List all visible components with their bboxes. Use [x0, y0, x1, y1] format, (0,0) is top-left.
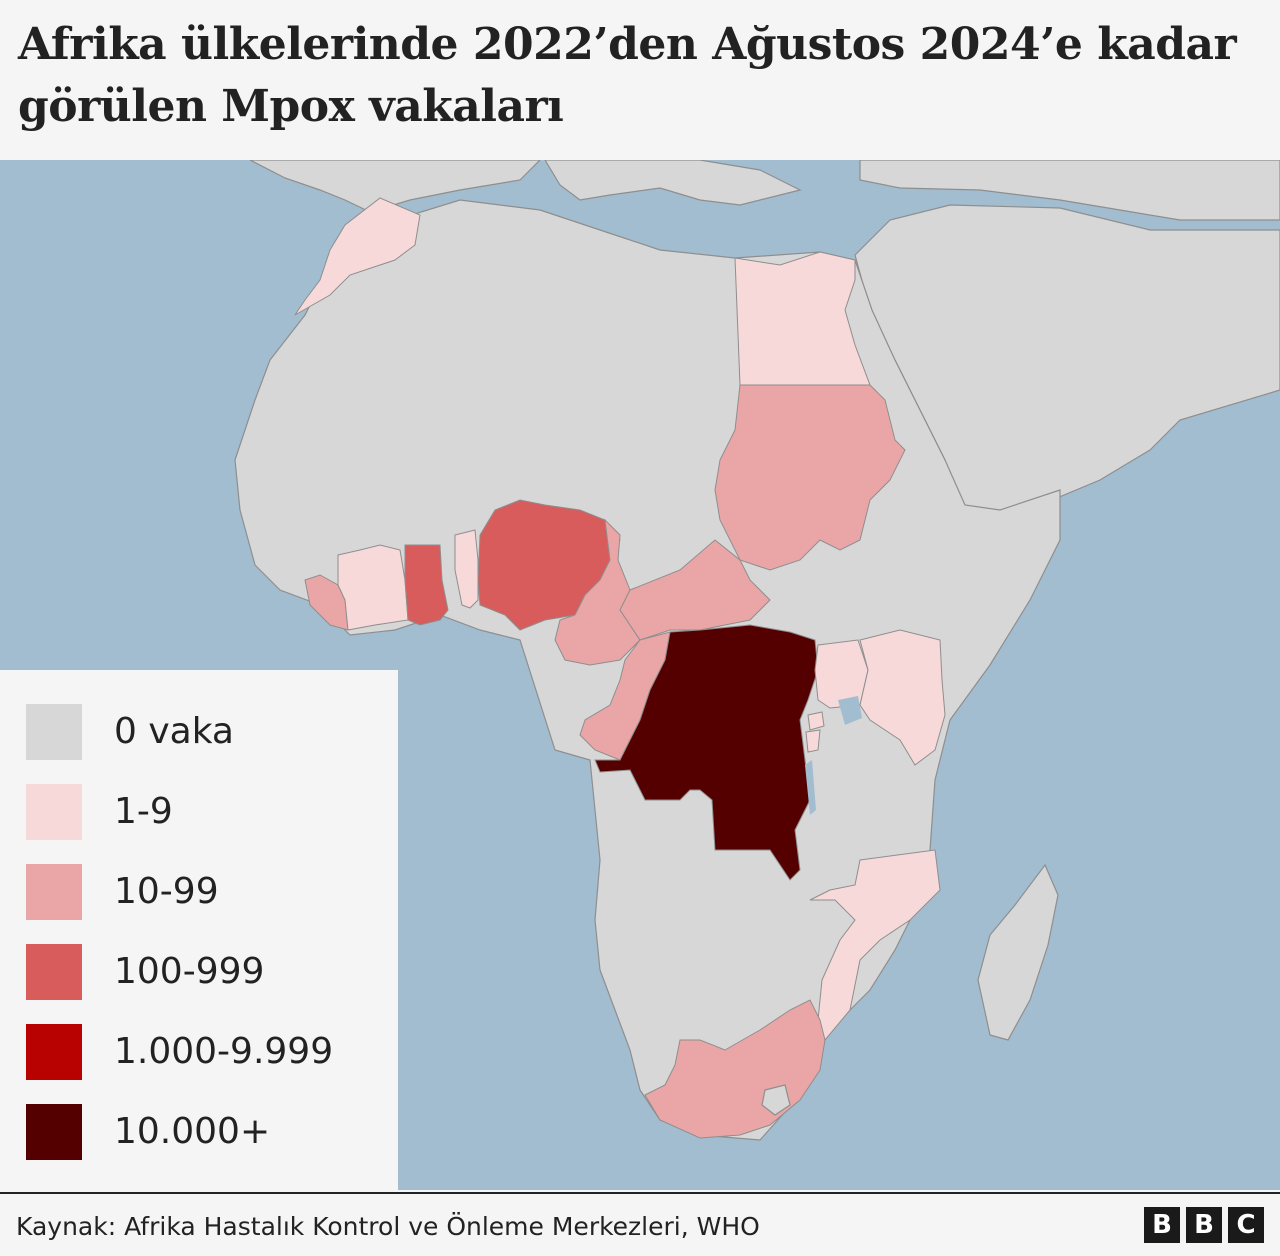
legend-item: 1.000-9.999	[26, 1024, 386, 1080]
legend-swatch	[26, 864, 82, 920]
page-title: Afrika ülkelerinde 2022’den Ağustos 2024…	[18, 19, 1237, 132]
legend-label: 100-999	[114, 951, 265, 992]
legend-label: 1.000-9.999	[114, 1031, 334, 1072]
country-rwanda	[807, 711, 825, 731]
country-sudan	[714, 384, 906, 571]
legend-swatch	[26, 1104, 82, 1160]
legend-swatch	[26, 944, 82, 1000]
legend-swatch	[26, 784, 82, 840]
footer-divider	[0, 1192, 1280, 1194]
bbc-logo-block: B	[1186, 1207, 1222, 1243]
countries	[294, 197, 946, 1139]
source-note: Kaynak: Afrika Hastalık Kontrol ve Önlem…	[16, 1212, 760, 1241]
lake-victoria	[838, 696, 862, 725]
land-italy-balkans	[544, 160, 802, 206]
legend-swatch	[26, 1024, 82, 1080]
bbc-logo-block: C	[1228, 1207, 1264, 1243]
legend-item: 0 vaka	[26, 704, 386, 760]
legend-item: 10-99	[26, 864, 386, 920]
legend-item: 100-999	[26, 944, 386, 1000]
land-madagascar	[977, 863, 1059, 1041]
country-burundi	[805, 729, 821, 753]
country-ghana	[404, 544, 449, 626]
country-central-african-republic	[619, 539, 771, 641]
legend-item: 10.000+	[26, 1104, 386, 1160]
country-lesotho	[761, 1084, 791, 1116]
bbc-logo: B B C	[1144, 1207, 1264, 1245]
legend-label: 10-99	[114, 871, 219, 912]
country-morocco	[294, 197, 421, 316]
bbc-logo-block: B	[1144, 1207, 1180, 1243]
country-cote-divoire	[337, 544, 409, 631]
country-uganda	[814, 639, 869, 709]
legend-label: 1-9	[114, 791, 173, 832]
legend-label: 0 vaka	[114, 711, 234, 752]
land-turkey	[859, 160, 1280, 221]
legend-label: 10.000+	[114, 1111, 271, 1152]
country-benin	[454, 529, 479, 609]
country-kenya	[859, 629, 946, 766]
lake-tanganyika	[805, 760, 816, 815]
legend-swatch	[26, 704, 82, 760]
country-cameroon	[554, 518, 641, 666]
legend: 0 vaka 1-9 10-99 100-999 1.000-9.999 10.…	[0, 670, 398, 1190]
legend-item: 1-9	[26, 784, 386, 840]
